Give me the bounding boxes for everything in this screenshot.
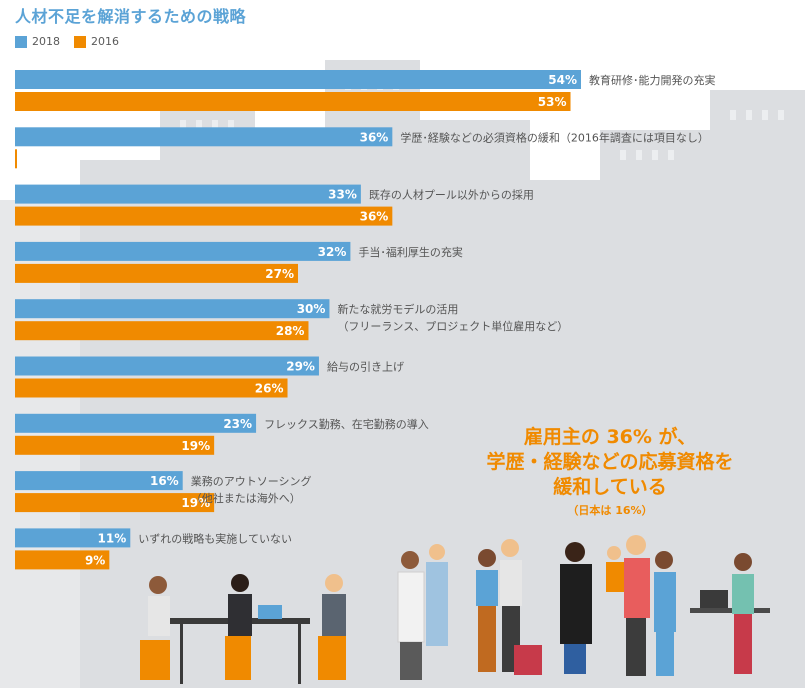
category-label-8: いずれの戦略も実施していない (138, 531, 292, 545)
callout-line-1: 雇用主の 36% が、 (523, 426, 697, 448)
value-label-2018-1: 36% (360, 130, 389, 144)
value-label-2016-6: 19% (181, 439, 210, 453)
bar-2016-2 (15, 206, 393, 226)
value-label-2018-0: 54% (548, 73, 577, 87)
value-label-2016-3: 27% (265, 267, 294, 281)
value-label-2018-2: 33% (328, 188, 357, 202)
legend-item-2018: 2018 (15, 35, 60, 48)
category-label-1: 学歴･経験などの必須資格の緩和（2016年調査には項目なし） (400, 130, 709, 144)
category-label-7: 業務のアウトソーシング (191, 474, 312, 488)
bar-2016-0 (15, 92, 571, 111)
category-label-4: 新たな就労モデルの活用 (337, 302, 458, 316)
bar-2018-5 (15, 356, 319, 376)
bar-2018-6 (15, 413, 257, 433)
value-label-2016-8: 9% (85, 553, 105, 567)
legend-swatch-2018 (15, 35, 27, 48)
value-label-2016-5: 26% (255, 382, 284, 396)
value-label-2016-0: 53% (538, 95, 567, 109)
value-label-2018-4: 30% (297, 302, 326, 316)
value-label-2018-8: 11% (98, 531, 127, 545)
bar-2016-7 (15, 493, 215, 513)
legend-item-2016: 2016 (74, 35, 119, 48)
category-label-0: 教育研修･能力開発の充実 (589, 73, 716, 87)
callout-line-2: 学歴・経験などの応募資格を (486, 451, 734, 473)
bar-2016-8 (15, 550, 110, 570)
highlight-callout: 雇用主の 36% が、 学歴・経験などの応募資格を 緩和している （日本は 16… (440, 425, 780, 522)
value-label-2018-5: 29% (286, 360, 315, 374)
bar-2018-4 (15, 299, 330, 319)
bar-2016-6 (15, 435, 215, 455)
chart-legend: 2018 2016 (15, 35, 133, 48)
value-label-2018-7: 16% (150, 474, 179, 488)
bar-2018-8 (15, 528, 131, 548)
callout-line-4: （日本は 16%） (567, 504, 653, 517)
bar-2018-7 (15, 471, 183, 491)
bar-2016-1 (15, 149, 17, 169)
legend-label-2016: 2016 (91, 35, 119, 48)
legend-swatch-2016 (74, 35, 86, 48)
bar-2018-3 (15, 241, 351, 261)
workers-illustration (397, 535, 770, 680)
bar-2018-0 (15, 70, 581, 89)
bar-2016-3 (15, 263, 298, 283)
office-people-illustration (140, 574, 346, 684)
value-label-2018-3: 32% (318, 245, 347, 259)
bar-2016-5 (15, 378, 288, 398)
value-label-2016-2: 36% (360, 210, 389, 224)
category-label-6: フレックス勤務、在宅勤務の導入 (264, 417, 429, 431)
value-label-2016-7: 19% (181, 496, 210, 510)
legend-label-2018: 2018 (32, 35, 60, 48)
callout-line-3: 緩和している (553, 476, 667, 498)
category-label-4-sub: （フリーランス、プロジェクト単位雇用など） (337, 319, 568, 333)
value-label-2016-4: 28% (276, 324, 305, 338)
bar-2016-4 (15, 321, 309, 341)
page-title: 人材不足を解消するための戦略 (15, 7, 247, 26)
value-label-2018-6: 23% (223, 417, 252, 431)
category-label-7-sub: （他社または海外へ） (191, 491, 301, 505)
category-label-2: 既存の人材プール以外からの採用 (369, 188, 534, 202)
category-label-5: 給与の引き上げ (327, 360, 404, 374)
bar-2018-2 (15, 184, 361, 204)
bar-2018-1 (15, 127, 393, 147)
category-label-3: 手当･福利厚生の充実 (358, 245, 463, 259)
